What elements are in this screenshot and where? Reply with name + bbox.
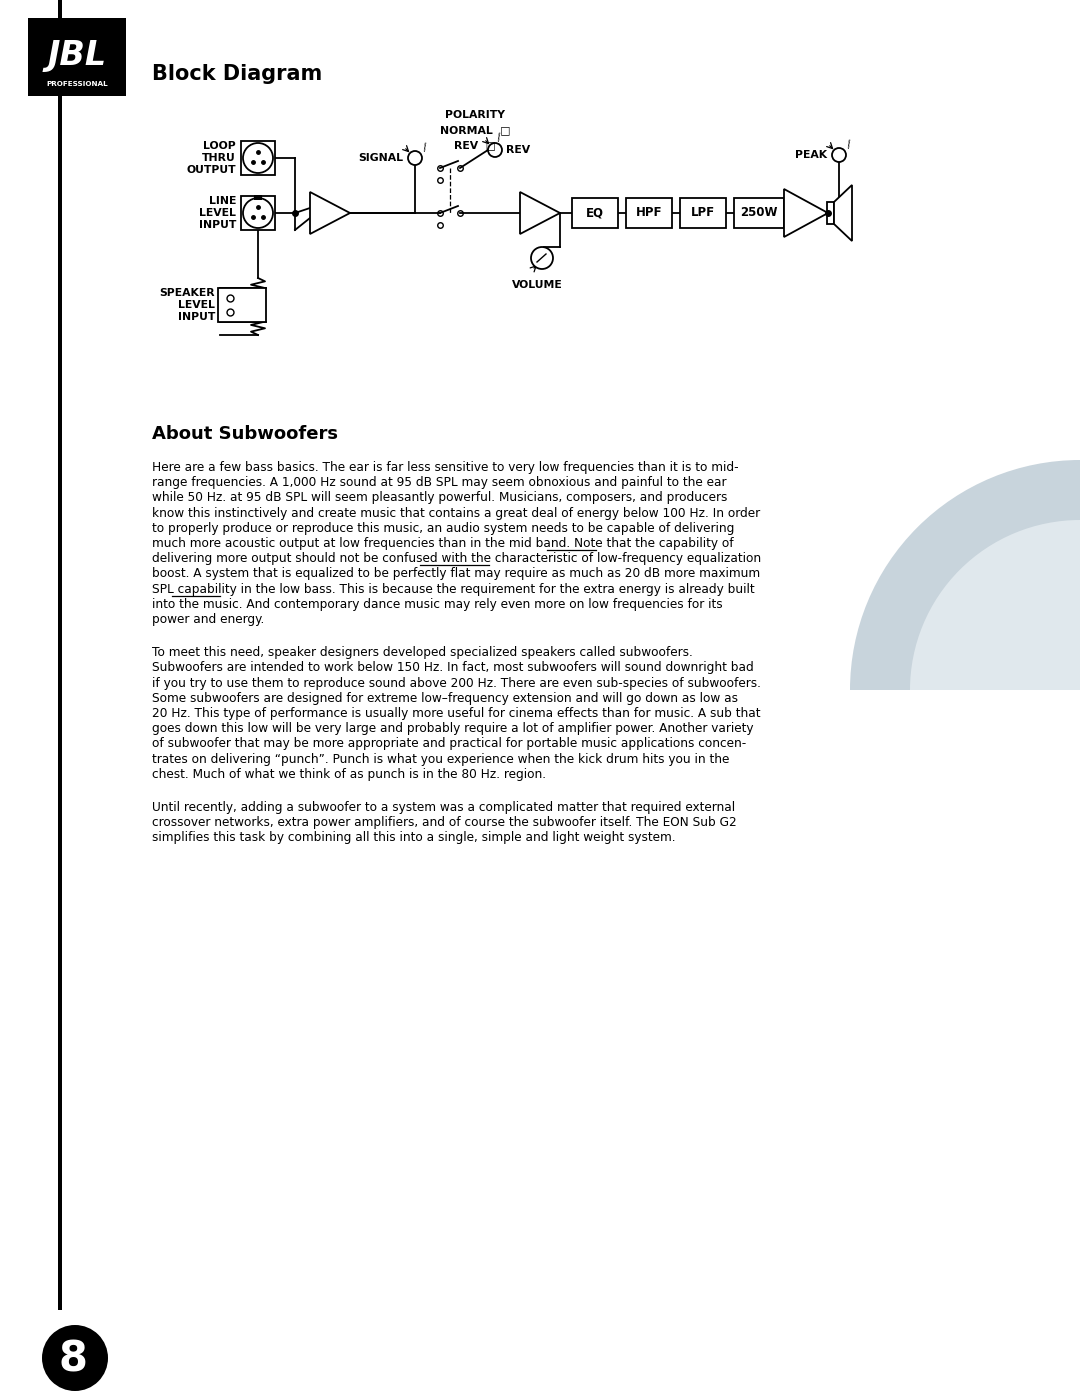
Text: to properly produce or reproduce this music, an audio system needs to be capable: to properly produce or reproduce this mu… bbox=[152, 522, 734, 535]
Text: JBL: JBL bbox=[48, 39, 107, 73]
Circle shape bbox=[832, 148, 846, 162]
Bar bbox=[218, 288, 266, 321]
Bar bbox=[241, 141, 275, 175]
Text: 8: 8 bbox=[58, 1338, 87, 1382]
Bar bbox=[734, 198, 784, 228]
Text: Block Diagram: Block Diagram bbox=[152, 64, 322, 84]
Text: range frequencies. A 1,000 Hz sound at 95 dB SPL may seem obnoxious and painful : range frequencies. A 1,000 Hz sound at 9… bbox=[152, 476, 727, 489]
Text: /: / bbox=[422, 142, 428, 154]
Text: POLARITY: POLARITY bbox=[445, 110, 505, 120]
Text: LEVEL: LEVEL bbox=[199, 208, 237, 218]
Text: PROFESSIONAL: PROFESSIONAL bbox=[46, 81, 108, 87]
Bar bbox=[58, 0, 62, 1310]
Bar bbox=[254, 196, 262, 200]
Circle shape bbox=[531, 247, 553, 270]
Polygon shape bbox=[310, 191, 350, 235]
Text: into the music. And contemporary dance music may rely even more on low frequenci: into the music. And contemporary dance m… bbox=[152, 598, 723, 610]
Text: LPF: LPF bbox=[691, 207, 715, 219]
Polygon shape bbox=[784, 189, 828, 237]
Text: SPEAKER: SPEAKER bbox=[160, 288, 215, 298]
Wedge shape bbox=[910, 520, 1080, 690]
Text: LEVEL: LEVEL bbox=[178, 300, 215, 310]
Text: know this instinctively and create music that contains a great deal of energy be: know this instinctively and create music… bbox=[152, 507, 760, 520]
Text: PEAK: PEAK bbox=[795, 149, 827, 161]
Text: SIGNAL: SIGNAL bbox=[357, 154, 403, 163]
Bar bbox=[241, 196, 275, 231]
Text: delivering more output should not be confused with the characteristic of low-fre: delivering more output should not be con… bbox=[152, 552, 761, 566]
Text: EQ: EQ bbox=[586, 207, 604, 219]
Text: VOLUME: VOLUME bbox=[512, 279, 563, 291]
Text: crossover networks, extra power amplifiers, and of course the subwoofer itself. : crossover networks, extra power amplifie… bbox=[152, 816, 737, 830]
Wedge shape bbox=[850, 460, 1080, 690]
Text: LOOP: LOOP bbox=[203, 141, 237, 151]
Text: boost. A system that is equalized to be perfectly flat may require as much as 20: boost. A system that is equalized to be … bbox=[152, 567, 760, 580]
Text: LINE: LINE bbox=[208, 196, 237, 205]
Text: 20 Hz. This type of performance is usually more useful for cinema effects than f: 20 Hz. This type of performance is usual… bbox=[152, 707, 760, 719]
Text: Until recently, adding a subwoofer to a system was a complicated matter that req: Until recently, adding a subwoofer to a … bbox=[152, 800, 735, 814]
Text: REV: REV bbox=[507, 145, 530, 155]
Circle shape bbox=[243, 142, 273, 173]
Text: goes down this low will be very large and probably require a lot of amplifier po: goes down this low will be very large an… bbox=[152, 722, 754, 735]
Text: of subwoofer that may be more appropriate and practical for portable music appli: of subwoofer that may be more appropriat… bbox=[152, 738, 746, 750]
Text: /: / bbox=[497, 133, 502, 144]
Polygon shape bbox=[834, 184, 852, 242]
Circle shape bbox=[243, 198, 273, 228]
Text: chest. Much of what we think of as punch is in the 80 Hz. region.: chest. Much of what we think of as punch… bbox=[152, 768, 546, 781]
Text: power and energy.: power and energy. bbox=[152, 613, 265, 626]
Text: Some subwoofers are designed for extreme low–frequency extension and will go dow: Some subwoofers are designed for extreme… bbox=[152, 692, 738, 705]
Bar bbox=[28, 18, 126, 96]
Text: INPUT: INPUT bbox=[199, 219, 237, 231]
Circle shape bbox=[488, 142, 502, 156]
Text: INPUT: INPUT bbox=[177, 312, 215, 321]
Text: while 50 Hz. at 95 dB SPL will seem pleasantly powerful. Musicians, composers, a: while 50 Hz. at 95 dB SPL will seem plea… bbox=[152, 492, 727, 504]
Bar bbox=[572, 198, 618, 228]
Circle shape bbox=[42, 1324, 108, 1391]
Bar bbox=[827, 203, 834, 224]
Polygon shape bbox=[519, 191, 561, 235]
Text: To meet this need, speaker designers developed specialized speakers called subwo: To meet this need, speaker designers dev… bbox=[152, 647, 692, 659]
Text: if you try to use them to reproduce sound above 200 Hz. There are even sub-speci: if you try to use them to reproduce soun… bbox=[152, 676, 761, 690]
Text: Subwoofers are intended to work below 150 Hz. In fact, most subwoofers will soun: Subwoofers are intended to work below 15… bbox=[152, 661, 754, 675]
Text: trates on delivering “punch”. Punch is what you experience when the kick drum hi: trates on delivering “punch”. Punch is w… bbox=[152, 753, 729, 766]
Text: HPF: HPF bbox=[636, 207, 662, 219]
Text: About Subwoofers: About Subwoofers bbox=[152, 425, 338, 443]
Text: OUTPUT: OUTPUT bbox=[187, 165, 237, 175]
Text: 250W: 250W bbox=[740, 207, 778, 219]
Text: simplifies this task by combining all this into a single, simple and light weigh: simplifies this task by combining all th… bbox=[152, 831, 675, 844]
Text: SPL capability in the low bass. This is because the requirement for the extra en: SPL capability in the low bass. This is … bbox=[152, 583, 755, 595]
Bar bbox=[680, 198, 726, 228]
Text: Here are a few bass basics. The ear is far less sensitive to very low frequencie: Here are a few bass basics. The ear is f… bbox=[152, 461, 739, 474]
Text: REV  □: REV □ bbox=[454, 140, 496, 149]
Circle shape bbox=[408, 151, 422, 165]
Text: THRU: THRU bbox=[202, 154, 237, 163]
Text: much more acoustic output at low frequencies than in the mid band. Note that the: much more acoustic output at low frequen… bbox=[152, 536, 733, 550]
Bar bbox=[626, 198, 672, 228]
Text: /: / bbox=[847, 140, 852, 151]
Text: NORMAL  □: NORMAL □ bbox=[440, 124, 510, 136]
